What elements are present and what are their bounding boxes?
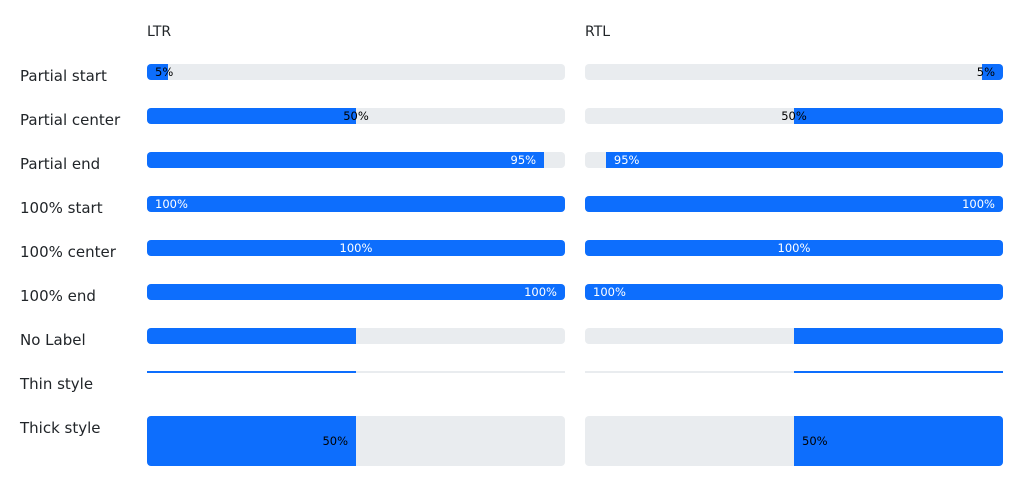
ltr-progress-bar-100-end: 100% (147, 284, 565, 300)
rtl-column-header: RTL (585, 24, 611, 40)
row-label-100-center: 100% center (20, 243, 116, 261)
rtl-progress-bar-partial-start: 5% (585, 64, 1003, 80)
ltr-progress-fill-100-center (147, 240, 565, 256)
ltr-progress-bar-thin-style (147, 371, 565, 373)
ltr-progress-bar-thick-style: 50% (147, 416, 565, 466)
rtl-progress-bar-100-start: 100% (585, 196, 1003, 212)
ltr-column-header: LTR (147, 24, 172, 40)
row-label-100-start: 100% start (20, 199, 103, 217)
row-label-partial-end: Partial end (20, 155, 101, 173)
rtl-progress-fill-thick-style (794, 416, 1003, 466)
rtl-progress-fill-thin-style (794, 371, 1003, 373)
rtl-progress-fill-100-start (585, 196, 1003, 212)
rtl-progress-bar-no-label (585, 328, 1003, 344)
ltr-progress-bar-100-center: 100% (147, 240, 565, 256)
ltr-progress-value-label-100-end: 100% (524, 285, 557, 299)
rtl-progress-bar-100-center: 100% (585, 240, 1003, 256)
ltr-progress-fill-partial-end (147, 152, 545, 168)
rtl-progress-fill-partial-center (794, 108, 1003, 124)
ltr-progress-value-label-thick-style: 50% (322, 434, 348, 448)
rtl-progress-value-label-100-start: 100% (962, 197, 995, 211)
ltr-progress-bar-100-start: 100% (147, 196, 565, 212)
ltr-progress-bar-no-label (147, 328, 565, 344)
rtl-progress-fill-partial-start (982, 64, 1003, 80)
row-label-no-label: No Label (20, 331, 86, 349)
rtl-progress-bar-100-end: 100% (585, 284, 1003, 300)
ltr-progress-bar-partial-end: 95% (147, 152, 565, 168)
ltr-progress-fill-no-label (147, 328, 356, 344)
rtl-progress-value-label-partial-start: 5% (976, 65, 995, 79)
rtl-progress-value-label-100-end: 100% (593, 285, 626, 299)
ltr-progress-fill-partial-center (147, 108, 356, 124)
rtl-progress-bar-partial-end: 95% (585, 152, 1003, 168)
ltr-progress-value-label-100-center: 100% (339, 241, 373, 255)
ltr-progress-fill-thin-style (147, 371, 356, 373)
ltr-progress-value-label-partial-center: 50% (343, 109, 369, 123)
ltr-progress-value-label-partial-start: 5% (155, 65, 174, 79)
ltr-progress-fill-100-start (147, 196, 565, 212)
row-label-partial-start: Partial start (20, 67, 107, 85)
ltr-progress-bar-partial-start: 5% (147, 64, 565, 80)
rtl-progress-fill-100-end (585, 284, 1003, 300)
rtl-progress-bar-thick-style: 50% (585, 416, 1003, 466)
rtl-progress-value-label-thick-style: 50% (802, 434, 828, 448)
rtl-progress-fill-100-center (585, 240, 1003, 256)
rtl-progress-fill-no-label (794, 328, 1003, 344)
ltr-progress-value-label-partial-end: 95% (510, 153, 537, 167)
row-label-thick-style: Thick style (20, 419, 101, 437)
rtl-progress-value-label-100-center: 100% (777, 241, 811, 255)
ltr-progress-fill-thick-style (147, 416, 356, 466)
row-label-100-end: 100% end (20, 287, 96, 305)
rtl-progress-value-label-partial-center: 50% (781, 109, 807, 123)
ltr-progress-value-label-100-start: 100% (155, 197, 188, 211)
rtl-progress-bar-thin-style (585, 371, 1003, 373)
rtl-progress-value-label-partial-end: 95% (613, 153, 640, 167)
ltr-progress-bar-partial-center: 50% (147, 108, 565, 124)
ltr-progress-fill-100-end (147, 284, 565, 300)
row-label-thin-style: Thin style (20, 375, 94, 393)
rtl-progress-fill-partial-end (605, 152, 1003, 168)
rtl-progress-bar-partial-center: 50% (585, 108, 1003, 124)
row-label-partial-center: Partial center (20, 111, 121, 129)
ltr-progress-fill-partial-start (147, 64, 168, 80)
